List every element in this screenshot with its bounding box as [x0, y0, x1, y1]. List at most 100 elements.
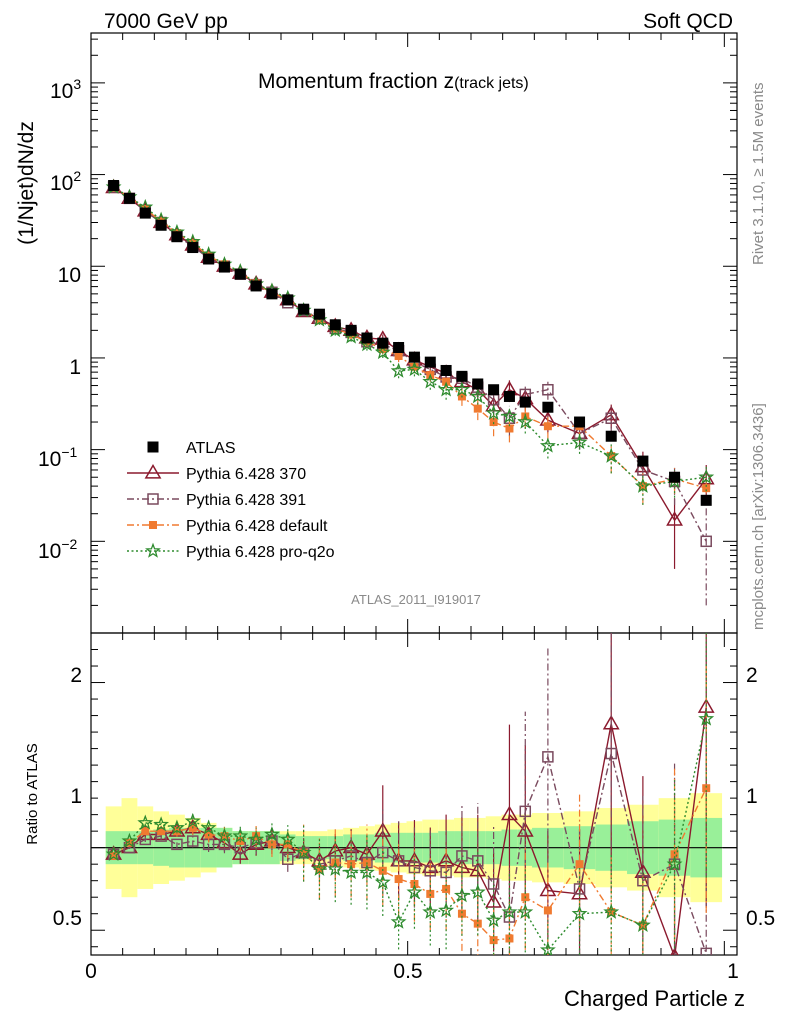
legend: ATLAS Pythia 6.428 370 Pythia 6.428 391 Pyt…: [127, 440, 335, 561]
data-point-pythia-6-428-pro-q2o: [485, 404, 502, 420]
ratio-point-pythia-6-428-default: [141, 827, 150, 836]
data-point-pythia-6-428-default: [543, 422, 552, 431]
ratio-tick-label-0.5-right: 0.5: [746, 907, 775, 930]
mcplots-label: mcplots.cern.ch [arXiv:1306.3436]: [750, 403, 767, 630]
data-point-pythia-6-428-pro-q2o: [517, 413, 534, 429]
ratio-point-pythia-6-428-pro-q2o: [517, 903, 534, 919]
data-point-pythia-6-428-pro-q2o: [571, 434, 588, 450]
ratio-point-pythia-6-428-391: [700, 947, 712, 955]
legend-label-pythia-6-428-370: Pythia 6.428 370: [186, 466, 306, 483]
ratio-point-pythia-6-428-pro-q2o: [121, 832, 138, 848]
legend-label-atlas: ATLAS: [186, 440, 236, 457]
main-plot-frame: [90, 32, 738, 634]
ratio-point-pythia-6-428-pro-q2o: [698, 710, 715, 726]
ratio-point-pythia-6-428-391: [487, 878, 500, 890]
main-y-axis-label: (1/Njet)dN/dz: [15, 121, 38, 245]
y-tick-label-1: 1: [69, 356, 81, 379]
ratio-plot-frame: [90, 632, 738, 956]
ratio-point-pythia-6-428-370: [501, 805, 518, 821]
ratio-point-pythia-6-428-default: [473, 919, 482, 928]
main-plot-data: [105, 178, 715, 606]
ratio-point-pythia-6-428-391: [456, 850, 468, 862]
x-tick-label-0.5: 0.5: [393, 960, 422, 983]
chart-title: Momentum fraction z(track jets): [258, 70, 529, 93]
data-point-atlas: [393, 341, 405, 353]
ratio-point-pythia-6-428-370: [602, 714, 620, 730]
ratio-point-pythia-6-428-pro-q2o: [105, 845, 122, 862]
data-point-atlas: [456, 370, 468, 382]
ratio-plot-data: [105, 633, 715, 955]
ratio-point-pythia-6-428-pro-q2o: [406, 883, 423, 900]
ratio-point-pythia-6-428-pro-q2o: [539, 941, 556, 955]
ratio-point-pythia-6-428-pro-q2o: [248, 831, 265, 847]
data-point-atlas: [700, 494, 712, 506]
ratio-point-pythia-6-428-pro-q2o: [168, 819, 185, 835]
ratio-point-pythia-6-428-default: [157, 827, 166, 836]
ratio-point-pythia-6-428-391: [542, 751, 554, 763]
ratio-point-pythia-6-428-391: [187, 835, 199, 847]
header-right-label: Soft QCD: [643, 10, 733, 33]
legend-marker-pythia-6-428-370: [144, 463, 162, 479]
legend-marker-atlas: [147, 441, 159, 453]
data-point-pythia-6-428-pro-q2o: [406, 361, 423, 377]
data-point-atlas: [408, 351, 420, 363]
data-point-atlas: [424, 356, 436, 368]
header-left-label: 7000 GeV pp: [104, 10, 228, 33]
data-point-pythia-6-428-pro-q2o: [390, 362, 407, 378]
data-point-pythia-6-428-default: [607, 452, 616, 461]
ratio-point-pythia-6-428-default: [575, 860, 584, 869]
ratio-point-pythia-6-428-pro-q2o: [327, 860, 344, 876]
data-point-pythia-6-428-default: [473, 404, 482, 413]
data-point-pythia-6-428-default: [505, 424, 514, 433]
data-point-atlas: [488, 384, 500, 396]
ratio-point-pythia-6-428-391: [573, 883, 586, 895]
ratio-point-pythia-6-428-pro-q2o: [295, 844, 312, 860]
data-point-atlas: [266, 288, 278, 300]
data-point-pythia-6-428-370: [666, 511, 683, 526]
legend-label-pythia-6-428-391: Pythia 6.428 391: [186, 492, 306, 509]
ratio-point-pythia-6-428-pro-q2o: [374, 873, 391, 890]
ratio-point-pythia-6-428-pro-q2o: [343, 864, 360, 880]
data-point-atlas: [218, 261, 230, 273]
data-point-pythia-6-428-391: [542, 383, 554, 396]
ratio-point-pythia-6-428-370: [374, 822, 392, 837]
x-tick-label-1: 1: [727, 960, 739, 983]
ratio-point-pythia-6-428-pro-q2o: [469, 883, 486, 900]
ratio-point-pythia-6-428-pro-q2o: [232, 827, 249, 843]
y-tick-label-100: 102: [50, 168, 81, 195]
data-point-pythia-6-428-pro-q2o: [422, 373, 439, 389]
legend-label-pythia-6-428-pro-q2o: Pythia 6.428 pro-q2o: [186, 544, 335, 561]
ratio-point-pythia-6-428-default: [394, 875, 403, 884]
data-point-atlas: [519, 396, 531, 408]
x-axis-label: Charged Particle z: [564, 986, 745, 1011]
ratio-point-pythia-6-428-default: [267, 840, 276, 849]
ratio-y-axis-label: Ratio to ATLAS: [24, 743, 41, 844]
data-point-atlas: [542, 401, 554, 413]
ratio-point-pythia-6-428-pro-q2o: [311, 860, 328, 876]
ratio-point-pythia-6-428-391: [171, 838, 183, 851]
ratio-line-pythia-6-428-default: [113, 787, 707, 941]
x-tick-labels: 0 0.5 1: [85, 960, 739, 983]
ratio-tick-label-2-right: 2: [746, 664, 758, 687]
data-point-atlas: [605, 430, 617, 442]
ratio-tick-label-2-left: 2: [70, 664, 82, 687]
ratio-point-pythia-6-428-pro-q2o: [358, 864, 375, 880]
ratio-point-pythia-6-428-pro-q2o: [438, 902, 455, 918]
ratio-point-pythia-6-428-pro-q2o: [279, 831, 296, 847]
data-point-pythia-6-428-pro-q2o: [603, 447, 620, 463]
ratio-point-pythia-6-428-pro-q2o: [200, 819, 217, 835]
y-tick-label-0.1: 10−1: [38, 444, 78, 471]
data-point-atlas: [282, 294, 294, 306]
data-point-atlas: [503, 390, 515, 402]
y-tick-label-1000: 103: [50, 76, 81, 103]
ratio-point-pythia-6-428-pro-q2o: [216, 827, 233, 843]
ratio-point-pythia-6-428-pro-q2o: [485, 911, 502, 928]
data-point-atlas: [574, 416, 586, 428]
data-point-atlas: [313, 308, 325, 320]
ratio-point-pythia-6-428-pro-q2o: [666, 855, 683, 871]
ratio-point-pythia-6-428-default: [125, 838, 134, 847]
data-point-atlas: [472, 378, 484, 390]
data-point-pythia-6-428-pro-q2o: [438, 381, 455, 397]
ratio-point-pythia-6-428-pro-q2o: [634, 916, 651, 933]
data-point-atlas: [250, 280, 262, 292]
